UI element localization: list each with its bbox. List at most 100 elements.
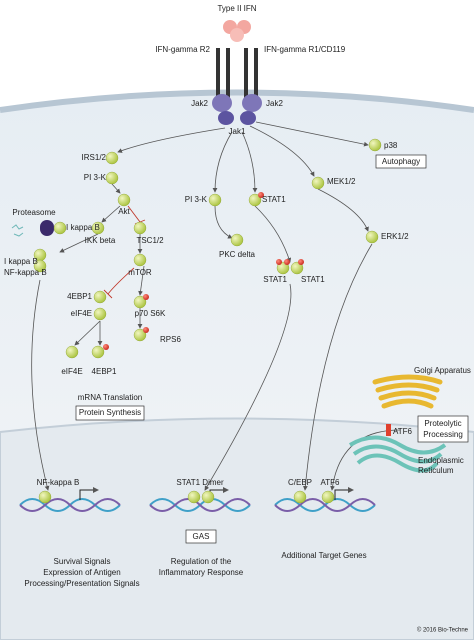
protein [133,328,147,342]
node-label: ERK1/2 [381,232,409,241]
arrow [317,188,369,232]
er [352,444,443,464]
arrow [212,131,233,193]
node-label: I kappa B [4,257,38,266]
nucleus [0,417,474,640]
arrow [111,183,121,194]
factor-label: ATF6 [321,478,341,487]
er [356,453,439,473]
node-label: eIF4E [61,367,82,376]
arrow [117,127,226,153]
node-label: IKK beta [85,236,116,245]
node-label: PKC delta [219,250,256,259]
node-label: PI 3-K [185,195,208,204]
box-label: GAS [193,532,210,541]
outcome: Processing/Presentation Signals [24,579,139,588]
arrow [31,279,50,491]
factor-label: NF-kappa B [37,478,80,487]
box [375,154,427,169]
protein [117,193,131,207]
factor-label: C/EBP [288,478,312,487]
box-label: Protein Synthesis [79,408,141,417]
phosphate [143,294,149,300]
box [417,415,469,443]
arrow [249,125,315,177]
protein [133,253,147,267]
node-label: mRNA Translation [78,393,142,402]
arrow [255,121,369,147]
golgi [375,382,440,393]
node-label: eIF4E [71,309,92,318]
protein [201,490,215,504]
node-label: STAT1 [301,275,325,284]
arrow [241,131,258,193]
node-label: Akt [118,207,130,216]
phosphate [276,259,282,265]
box [75,405,145,421]
protein [230,233,244,247]
organelle-label: Endoplasmic [418,456,464,465]
node-label: I kappa B [66,223,100,232]
phosphate [103,344,109,350]
protein [321,490,335,504]
protein [33,259,47,273]
organelle-label: Proteasome [12,208,56,217]
protein [365,230,379,244]
kinase-label: Jak2 [191,99,208,108]
protein [368,138,382,152]
node-label: 4EBP1 [67,292,92,301]
receptor-label: IFN-gamma R1/CD119 [264,45,346,54]
node-label: STAT1 [263,275,287,284]
dna [19,498,121,512]
box-label: Proteolytic [424,419,461,428]
protein [91,345,105,359]
protein [290,261,304,275]
arrow [74,320,101,346]
protein [53,221,67,235]
protein [93,290,107,304]
phosphate [143,327,149,333]
protein [38,490,52,504]
membrane [0,89,474,113]
phosphate [258,192,264,198]
node-label: PI 3-K [84,173,107,182]
node-label: NF-kappa B [4,268,47,277]
arrow [214,205,233,239]
protein [65,345,79,359]
copyright: © 2016 Bio-Techne [417,627,469,634]
outcome: Regulation of the [171,557,232,566]
fragments [11,224,24,237]
node-label: TSC1/2 [136,236,164,245]
node-label: ATF6 [393,427,413,436]
node-label: STAT1 [262,195,286,204]
golgi [381,398,434,409]
phosphate [298,259,304,265]
outcome: Survival Signals [54,557,111,566]
node-label: p38 [384,141,398,150]
organelle-label: Reticulum [418,466,454,475]
outcome: Inflammatory Response [159,568,244,577]
arrow [204,283,292,491]
golgi [378,390,437,401]
inhibition [103,267,135,299]
arrow [254,205,292,263]
kinase-label: Jak1 [229,127,246,136]
protein [248,193,262,207]
kinase-label: Jak2 [266,99,283,108]
outcome: Additional Target Genes [281,551,366,560]
node-label: mTOR [128,268,152,277]
node-label: MEK1/2 [327,177,356,186]
dna [274,498,376,512]
protein [187,490,201,504]
organelle-label: Golgi Apparatus [414,366,471,375]
outcome: Expression of Antigen [43,568,120,577]
protein [311,176,325,190]
ligand: Type II IFN [217,4,256,13]
protein [208,193,222,207]
node-label: IRS1/2 [82,153,107,162]
tss-arrow [334,487,354,500]
arrow [138,265,145,296]
protein [276,261,290,275]
dna [149,498,251,512]
